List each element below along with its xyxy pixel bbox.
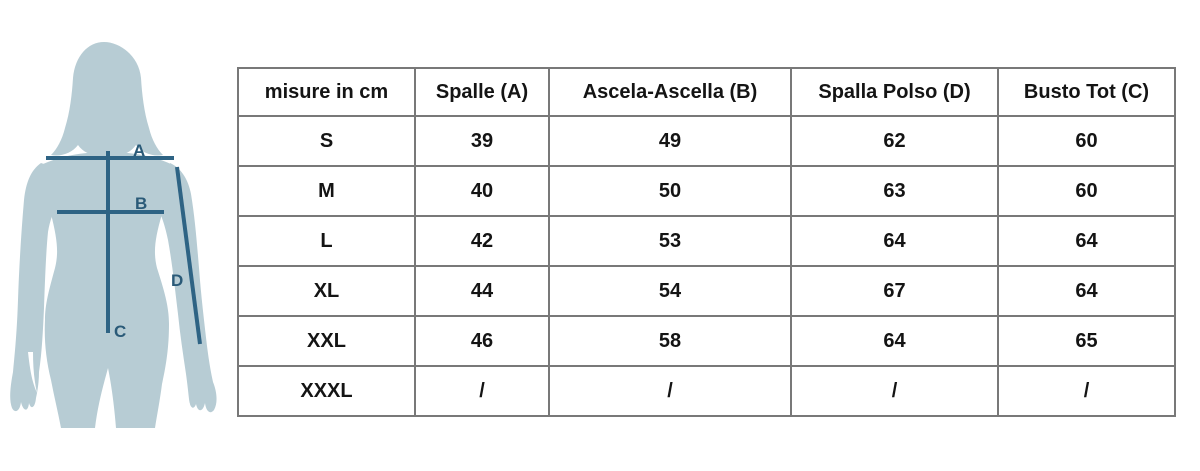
value-cell: 44 [414, 265, 550, 317]
left-hand-notch [28, 352, 37, 393]
size-cell: XXL [237, 315, 416, 367]
body-measurement-diagram: A B C D [10, 42, 217, 428]
value-cell: 65 [997, 315, 1176, 367]
value-cell: / [790, 365, 999, 417]
value-cell: 46 [414, 315, 550, 367]
value-cell: 50 [548, 165, 792, 217]
header-spalle: Spalle (A) [414, 67, 550, 117]
table-row-xl: XL 44 54 67 64 [237, 265, 1176, 317]
label-c: C [114, 322, 126, 341]
table-header-row: misure in cm Spalle (A) Ascela-Ascella (… [237, 67, 1176, 117]
label-a: A [133, 141, 145, 160]
value-cell: / [548, 365, 792, 417]
hair-head-shape [51, 42, 163, 156]
header-spalla-polso: Spalla Polso (D) [790, 67, 999, 117]
value-cell: 42 [414, 215, 550, 267]
table-row-xxl: XXL 46 58 64 65 [237, 315, 1176, 367]
size-cell: L [237, 215, 416, 267]
value-cell: 62 [790, 115, 999, 167]
table-row-l: L 42 53 64 64 [237, 215, 1176, 267]
table-row-xxxl: XXXL / / / / [237, 365, 1176, 417]
measurement-line-d [175, 166, 202, 345]
header-busto-tot: Busto Tot (C) [997, 67, 1176, 117]
left-arm-shape [10, 163, 56, 412]
size-cell: XL [237, 265, 416, 317]
value-cell: 60 [997, 165, 1176, 217]
value-cell: / [997, 365, 1176, 417]
size-cell: S [237, 115, 416, 167]
value-cell: / [414, 365, 550, 417]
value-cell: 40 [414, 165, 550, 217]
label-d: D [171, 271, 183, 290]
value-cell: 49 [548, 115, 792, 167]
value-cell: 39 [414, 115, 550, 167]
value-cell: 54 [548, 265, 792, 317]
header-measures: misure in cm [237, 67, 416, 117]
size-table: misure in cm Spalle (A) Ascela-Ascella (… [237, 67, 1176, 417]
right-arm-shape [159, 163, 217, 413]
table-row-m: M 40 50 63 60 [237, 165, 1176, 217]
value-cell: 67 [790, 265, 999, 317]
table-row-s: S 39 49 62 60 [237, 115, 1176, 167]
value-cell: 64 [997, 215, 1176, 267]
size-cell: M [237, 165, 416, 217]
value-cell: 63 [790, 165, 999, 217]
value-cell: 53 [548, 215, 792, 267]
value-cell: 60 [997, 115, 1176, 167]
right-hand-notch [177, 374, 190, 404]
size-cell: XXXL [237, 365, 416, 417]
header-ascella: Ascela-Ascella (B) [548, 67, 792, 117]
value-cell: 64 [997, 265, 1176, 317]
value-cell: 64 [790, 315, 999, 367]
measurement-lines [46, 151, 202, 345]
measurement-labels: A B C D [114, 141, 183, 341]
value-cell: 58 [548, 315, 792, 367]
label-b: B [135, 194, 147, 213]
value-cell: 64 [790, 215, 999, 267]
